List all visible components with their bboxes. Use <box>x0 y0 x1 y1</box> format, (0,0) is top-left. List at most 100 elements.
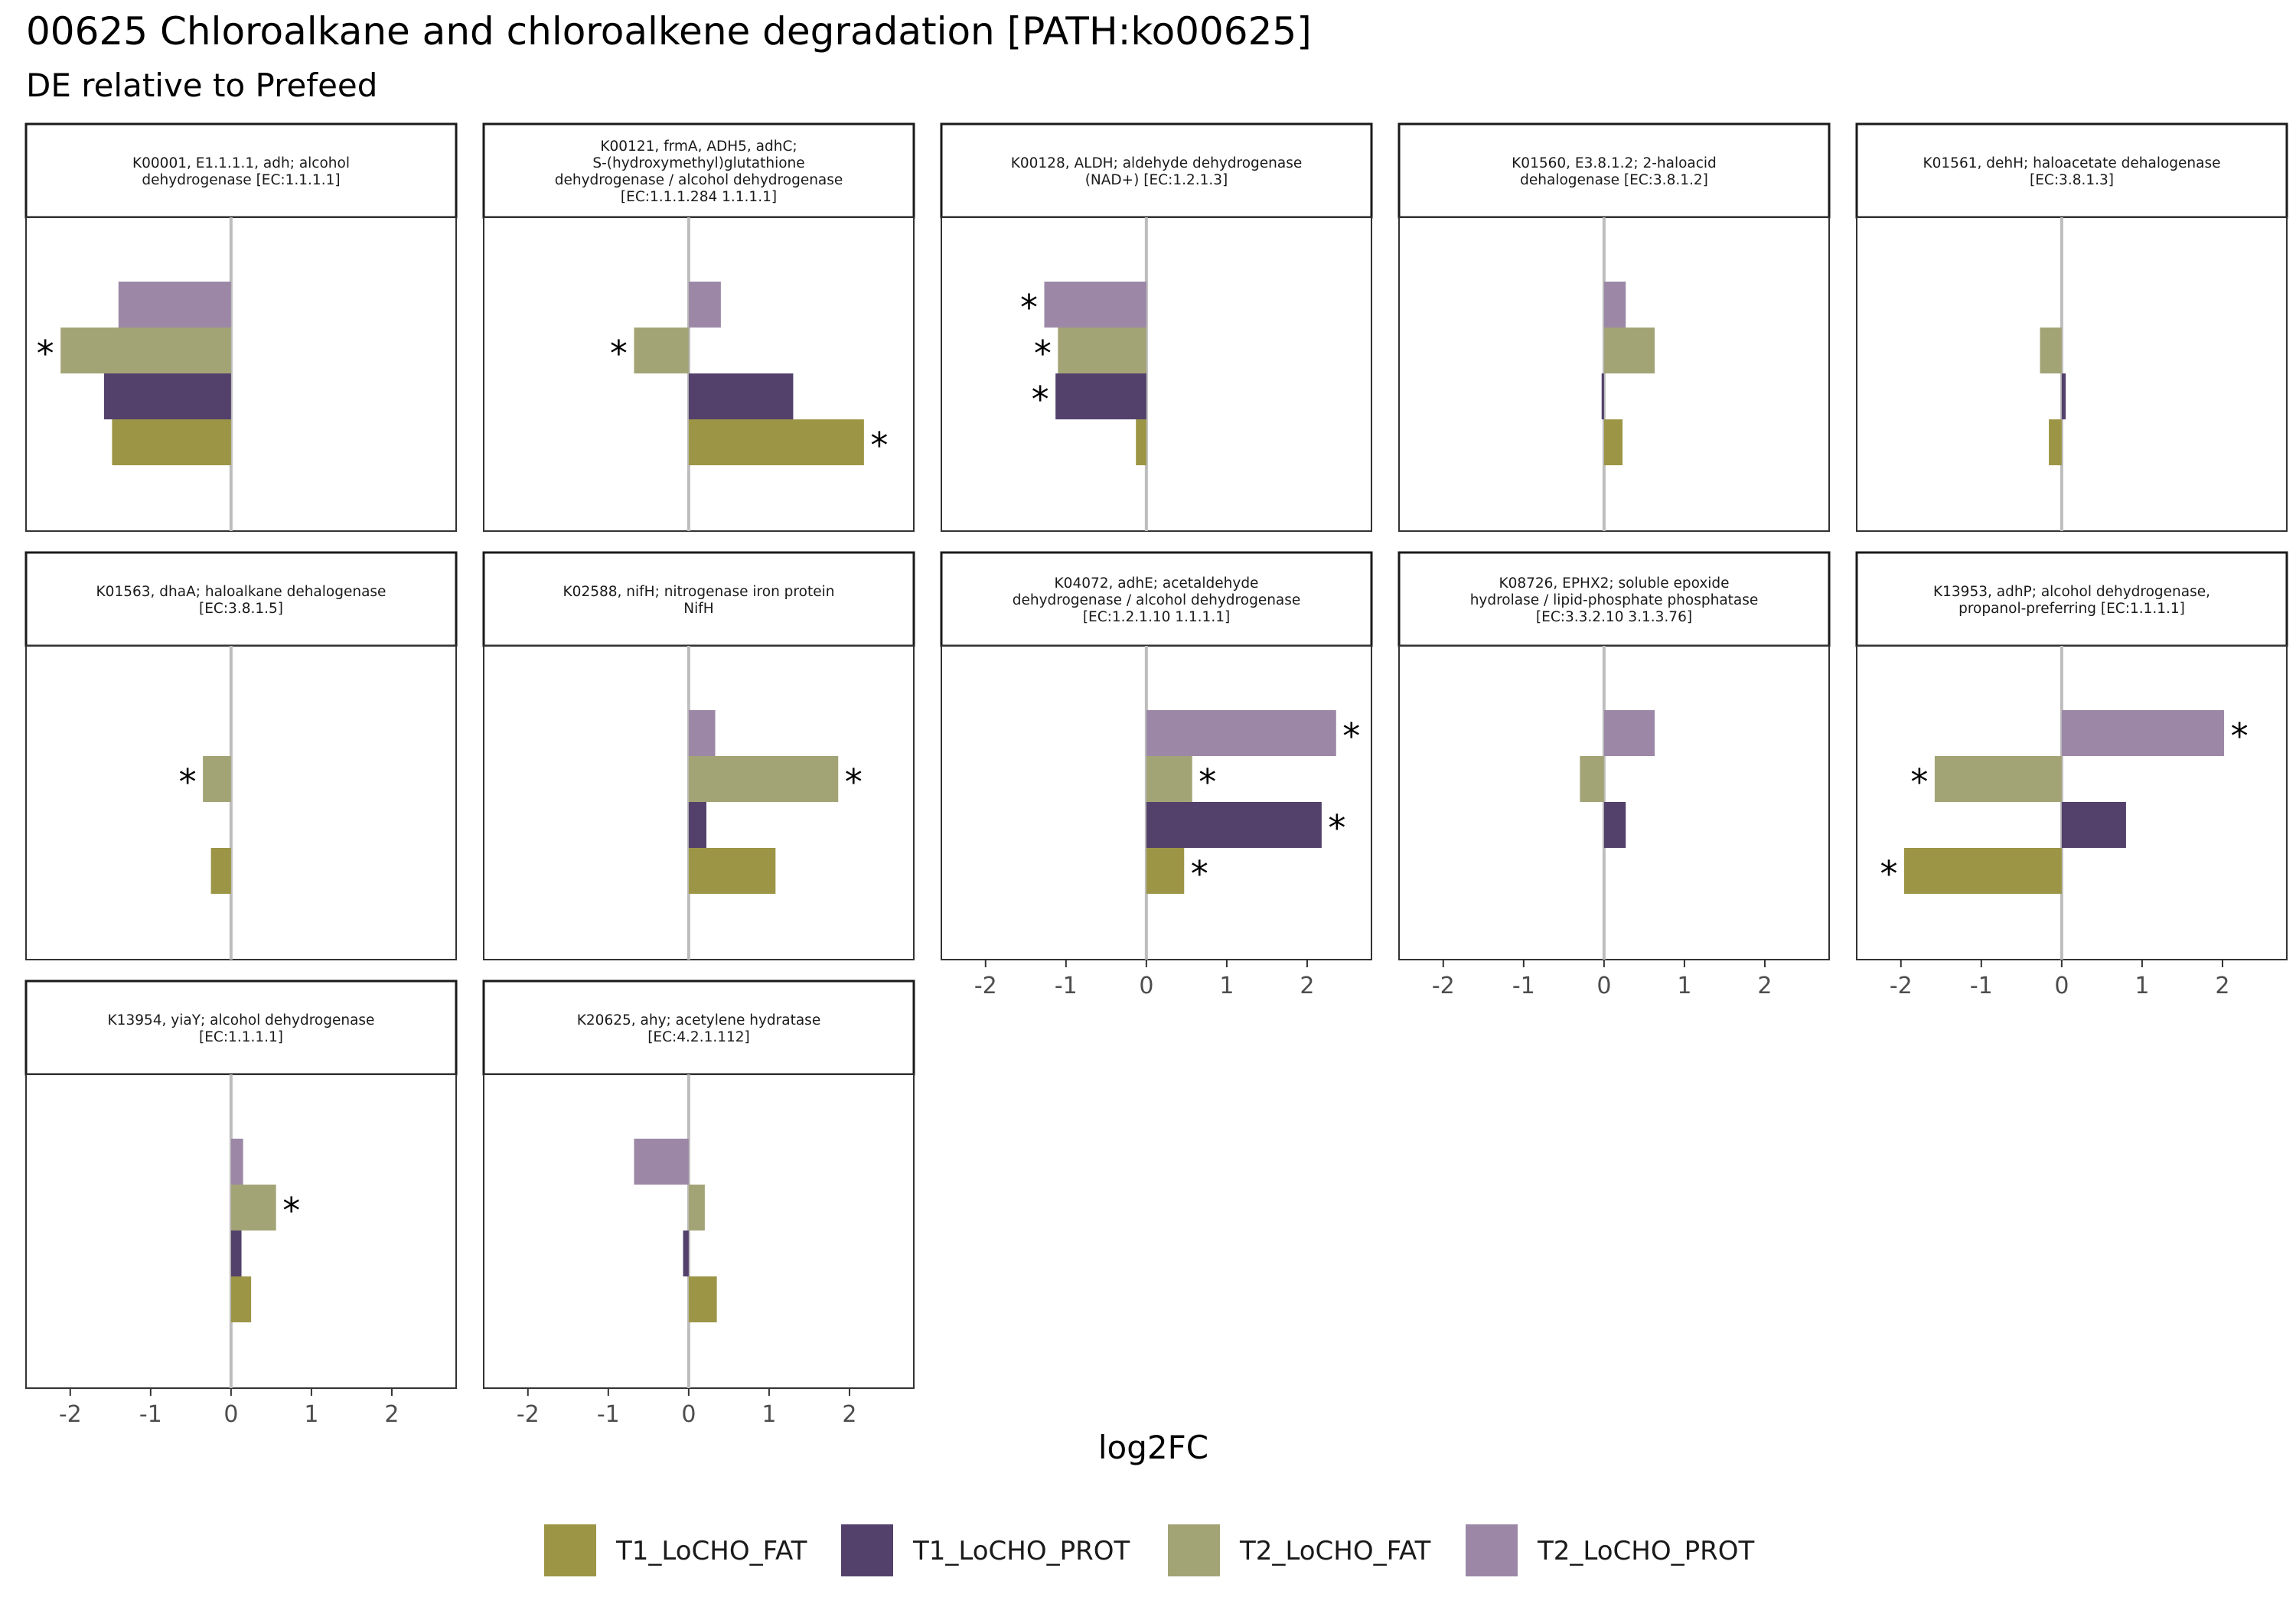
facet-title-line: [EC:3.8.1.5] <box>199 601 283 617</box>
bar <box>1055 373 1146 419</box>
chart-subtitle: DE relative to Prefeed <box>26 67 377 104</box>
x-tick-label: -1 <box>1055 973 1078 999</box>
facet-panel: K08726, EPHX2; soluble epoxidehydrolase … <box>1397 551 1831 999</box>
facet-strip <box>24 980 458 1076</box>
facet-panel: K20625, ahy; acetylene hydratase[EC:4.2.… <box>482 980 915 1428</box>
legend-item: T1_LoCHO_FAT <box>544 1524 807 1576</box>
significance-marker: * <box>1328 807 1345 849</box>
bar <box>1146 802 1322 848</box>
x-tick-label: -2 <box>1432 973 1455 999</box>
bar <box>688 282 721 328</box>
facet-panel: K02588, nifH; nitrogenase iron proteinNi… <box>482 551 915 960</box>
bar <box>103 373 231 419</box>
bar <box>688 848 776 894</box>
bar <box>688 373 794 419</box>
facet-panel: K04072, adhE; acetaldehydedehydrogenase … <box>940 551 1373 999</box>
significance-marker: * <box>37 333 54 374</box>
legend-item: T2_LoCHO_FAT <box>1168 1524 1431 1576</box>
bar <box>1603 282 1626 328</box>
facet-panel: K01563, dhaA; haloalkane dehalogenase[EC… <box>24 551 458 960</box>
significance-marker: * <box>1880 853 1897 895</box>
significance-marker: * <box>1032 379 1049 420</box>
bar <box>1146 756 1192 802</box>
bar <box>1058 328 1146 373</box>
x-tick-label: 0 <box>2054 973 2069 999</box>
facet-strip <box>940 551 1373 647</box>
x-tick-label: 0 <box>1596 973 1611 999</box>
significance-marker: * <box>1191 853 1208 895</box>
facet-title-line: S-(hydroxymethyl)glutathione <box>592 155 804 171</box>
legend-label: T1_LoCHO_PROT <box>912 1536 1130 1566</box>
facet-strip <box>1397 551 1831 647</box>
bar <box>634 328 689 373</box>
facet-title-line: K08726, EPHX2; soluble epoxide <box>1499 575 1729 592</box>
bar <box>230 1185 276 1231</box>
bar <box>2040 328 2062 373</box>
bar <box>230 1139 243 1185</box>
plot-area <box>25 217 457 532</box>
significance-marker: * <box>845 761 863 803</box>
bar <box>1603 802 1626 848</box>
facet-panel: K00128, ALDH; aldehyde dehydrogenase(NAD… <box>940 122 1373 532</box>
bar <box>203 756 231 802</box>
bar <box>634 1139 689 1185</box>
facet-title-line: propanol-preferring [EC:1.1.1.1] <box>1958 601 2185 617</box>
bar <box>2061 802 2126 848</box>
facet-title-line: K04072, adhE; acetaldehyde <box>1055 575 1259 592</box>
x-tick-label: -1 <box>1512 973 1535 999</box>
facet-title-line: dehalogenase [EC:3.8.1.2] <box>1520 172 1708 188</box>
significance-marker: * <box>1020 287 1038 328</box>
facet-title-line: [EC:1.2.1.10 1.1.1.1] <box>1083 609 1230 625</box>
x-tick-label: -2 <box>1890 973 1913 999</box>
bar <box>683 1231 689 1276</box>
significance-marker: * <box>1199 761 1216 803</box>
legend-label: T2_LoCHO_FAT <box>1239 1536 1431 1566</box>
x-tick-label: 2 <box>1757 973 1772 999</box>
x-tick-label: -1 <box>597 1401 620 1428</box>
facet-strip <box>482 122 915 219</box>
bar <box>210 848 231 894</box>
facet-title-line: hydrolase / lipid-phosphate phosphatase <box>1470 592 1759 608</box>
legend-label: T2_LoCHO_PROT <box>1537 1536 1755 1566</box>
bar <box>688 1276 717 1322</box>
x-tick-label: 1 <box>1677 973 1691 999</box>
bar <box>688 710 716 756</box>
bar <box>688 1185 705 1231</box>
bar <box>1146 848 1185 894</box>
significance-marker: * <box>1342 715 1360 757</box>
legend-key <box>544 1524 596 1576</box>
facet-title-line: K01563, dhaA; haloalkane dehalogenase <box>96 584 386 600</box>
significance-marker: * <box>1910 761 1928 803</box>
facet-panel: K13953, adhP; alcohol dehydrogenase,prop… <box>1855 551 2288 999</box>
x-tick-label: -2 <box>974 973 997 999</box>
x-tick-label: 0 <box>681 1401 696 1428</box>
chart-title: 00625 Chloroalkane and chloroalkene degr… <box>26 9 1312 54</box>
bar <box>112 419 231 465</box>
facet-title-line: [EC:4.2.1.112] <box>647 1029 750 1045</box>
x-tick-label: 2 <box>384 1401 399 1428</box>
facet-title-line: K00128, ALDH; aldehyde dehydrogenase <box>1011 155 1303 171</box>
facet-title-line: K13953, adhP; alcohol dehydrogenase, <box>1933 584 2210 600</box>
facet-title-line: K01561, dehH; haloacetate dehalogenase <box>1923 155 2221 171</box>
facet-title-line: dehydrogenase / alcohol dehydrogenase <box>1013 592 1301 608</box>
bar <box>1603 328 1655 373</box>
significance-marker: * <box>1034 333 1052 374</box>
bar <box>688 802 706 848</box>
legend: T1_LoCHO_FAT T1_LoCHO_PROT T2_LoCHO_FAT T2_… <box>544 1524 1755 1576</box>
x-tick-label: 0 <box>223 1401 238 1428</box>
bar <box>688 756 839 802</box>
x-tick-label: -2 <box>59 1401 82 1428</box>
facet-panel: K00121, frmA, ADH5, adhC;S-(hydroxymethy… <box>482 122 915 532</box>
x-tick-label: -2 <box>517 1401 540 1428</box>
facet-title-line: [EC:1.1.1.1] <box>199 1029 283 1045</box>
facet-title-line: K00001, E1.1.1.1, adh; alcohol <box>132 155 350 171</box>
legend-item: T2_LoCHO_PROT <box>1466 1524 1755 1576</box>
bar <box>2049 419 2062 465</box>
bar <box>1903 848 2062 894</box>
facet-strip <box>482 980 915 1076</box>
facet-title-line: [EC:3.8.1.3] <box>2030 172 2114 188</box>
bar <box>1603 419 1623 465</box>
facet-title-line: (NAD+) [EC:1.2.1.3] <box>1085 172 1228 188</box>
x-tick-label: 1 <box>1219 973 1234 999</box>
